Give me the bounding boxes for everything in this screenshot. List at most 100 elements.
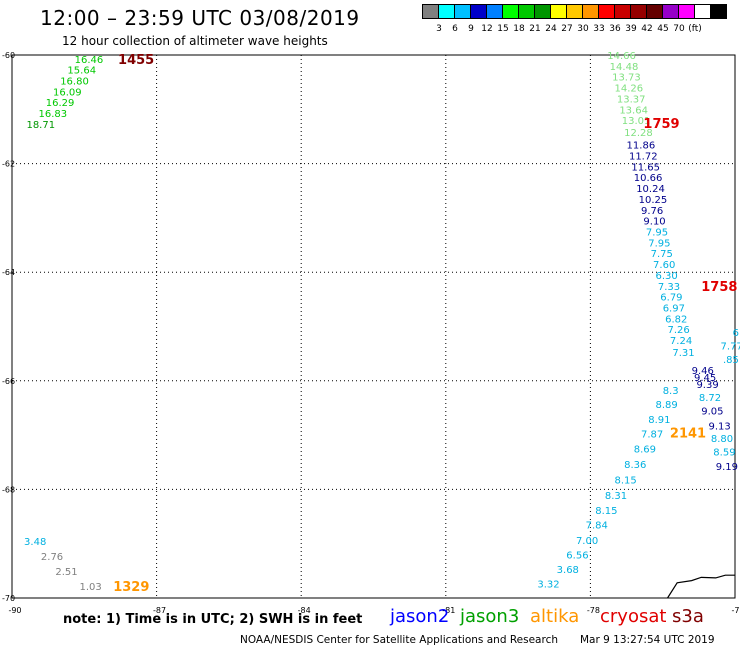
- wave-height-label: 9.05: [701, 407, 723, 418]
- wave-height-label: 6.82: [665, 314, 687, 325]
- wave-height-label: 9.46: [692, 366, 714, 377]
- wave-height-label: 18.71: [26, 120, 55, 131]
- wave-height-label: 7.95: [648, 238, 670, 249]
- latitude-tick-label: -64: [2, 268, 15, 277]
- latitude-tick-label: -62: [2, 160, 15, 169]
- wave-height-label: 8.91: [648, 415, 670, 426]
- wave-height-label: 3.68: [557, 565, 579, 576]
- wave-height-label: 8.31: [605, 491, 627, 502]
- longitude-tick-label: -81: [442, 606, 455, 615]
- pass-time-label: 1329: [113, 580, 149, 595]
- colorbar-label: 36: [609, 24, 621, 34]
- wave-height-label: 10.24: [636, 184, 665, 195]
- satellite-legend-item: s3a: [672, 606, 704, 627]
- colorbar-label: 45: [657, 24, 669, 34]
- latitude-tick-label: -68: [2, 485, 15, 494]
- wave-height-label: 8.15: [615, 476, 637, 487]
- wave-height-label: 16.09: [53, 87, 82, 98]
- wave-height-label: 6.9: [733, 328, 740, 339]
- wave-height-label: 9.13: [708, 421, 730, 432]
- wave-height-label: 14.66: [607, 51, 636, 62]
- timestamp-text: Mar 9 13:27:54 UTC 2019: [580, 634, 715, 646]
- wave-height-label: 8.3: [663, 386, 679, 397]
- wave-height-label: 8.80: [711, 434, 733, 445]
- wave-height-label: 9.45: [694, 373, 716, 384]
- wave-height-label: 14.48: [610, 62, 639, 73]
- colorbar-label: 24: [545, 24, 557, 34]
- satellite-legend-item: cryosat: [600, 606, 667, 627]
- wave-height-label: 7.31: [672, 348, 694, 359]
- colorbar-label: 9: [468, 24, 474, 34]
- wave-height-label: 10.66: [634, 173, 663, 184]
- wave-height-label: 7.60: [653, 260, 675, 271]
- pass-time-label: 2141: [670, 426, 706, 441]
- longitude-tick-label: -78: [587, 606, 600, 615]
- colorbar-label: 30: [577, 24, 589, 34]
- satellite-legend-item: altika: [530, 606, 580, 627]
- wave-height-label: 9.19: [716, 462, 738, 473]
- satellite-legend-item: jason3: [460, 606, 520, 627]
- latitude-tick-label: -66: [2, 377, 15, 386]
- page-title: 12:00 – 23:59 UTC 03/08/2019: [40, 6, 360, 30]
- wave-height-label: 8.72: [699, 393, 721, 404]
- wave-height-label: 8.59: [713, 447, 735, 458]
- wave-height-label: .85: [723, 355, 739, 366]
- wave-height-label: 11.65: [631, 162, 660, 173]
- pass-time-label: 1759: [643, 117, 679, 132]
- wave-height-label: 6.56: [566, 551, 588, 562]
- colorbar-label: 18: [513, 24, 525, 34]
- wave-height-label: 11.72: [629, 151, 658, 162]
- colorbar-label: 15: [497, 24, 509, 34]
- wave-height-label: 16.46: [75, 55, 104, 66]
- satellite-legend-item: jason2: [390, 606, 450, 627]
- wave-height-label: 9.76: [641, 206, 663, 217]
- longitude-tick-label: -87: [153, 606, 166, 615]
- wave-height-label: 13.73: [612, 73, 641, 84]
- page-subtitle: 12 hour collection of altimeter wave hei…: [62, 34, 328, 48]
- longitude-tick-label: -90: [8, 606, 21, 615]
- latitude-tick-label: -60: [2, 51, 15, 60]
- wave-height-label: 8.36: [624, 460, 646, 471]
- wave-height-label: 8.69: [634, 445, 656, 456]
- credit-text: NOAA/NESDIS Center for Satellite Applica…: [240, 634, 558, 646]
- wave-height-label: 7.24: [670, 336, 692, 347]
- colorbar-label: 42: [641, 24, 653, 34]
- colorbar-label: 39: [625, 24, 637, 34]
- wave-height-label: 7.77: [721, 342, 740, 353]
- colorbar-label: 6: [452, 24, 458, 34]
- wave-height-label: 8.15: [595, 506, 617, 517]
- colorbar-swatch: [710, 4, 727, 19]
- wave-height-label: 6.79: [660, 293, 682, 304]
- wave-height-label: 6.30: [655, 271, 677, 282]
- wave-height-label: 2.76: [41, 552, 63, 563]
- wave-height-label: 3.48: [24, 537, 46, 548]
- latitude-tick-label: -70: [2, 594, 15, 603]
- wave-height-label: 16.29: [46, 98, 75, 109]
- wave-height-label: 10.25: [639, 195, 668, 206]
- wave-height-label: 11.86: [627, 141, 656, 152]
- wave-height-label: 13.01: [622, 116, 651, 127]
- wave-height-label: 13.37: [617, 94, 646, 105]
- longitude-tick-label: -75: [731, 606, 740, 615]
- longitude-tick-label: -84: [298, 606, 311, 615]
- wave-height-label: 13.64: [619, 105, 648, 116]
- wave-height-label: 14.26: [615, 84, 644, 95]
- wave-height-label: 7.33: [658, 282, 680, 293]
- colorbar-label: 3: [436, 24, 442, 34]
- colorbar-label: 12: [481, 24, 493, 34]
- colorbar-label: 70: [673, 24, 685, 34]
- colorbar-label: (ft): [688, 24, 702, 34]
- wave-height-label: 16.83: [39, 109, 68, 120]
- wave-height-label: 1.03: [79, 582, 101, 593]
- footnote: note: 1) Time is in UTC; 2) SWH is in fe…: [63, 612, 363, 627]
- wave-height-label: 7.75: [651, 249, 673, 260]
- wave-height-label: 2.51: [55, 567, 77, 578]
- wave-height-label: 7.95: [646, 227, 668, 238]
- pass-time-label: 1758: [701, 280, 737, 295]
- wave-height-label: 7.00: [576, 536, 598, 547]
- wave-height-label: 8.89: [655, 400, 677, 411]
- colorbar-label: 27: [561, 24, 573, 34]
- wave-height-label: 3.32: [537, 579, 559, 590]
